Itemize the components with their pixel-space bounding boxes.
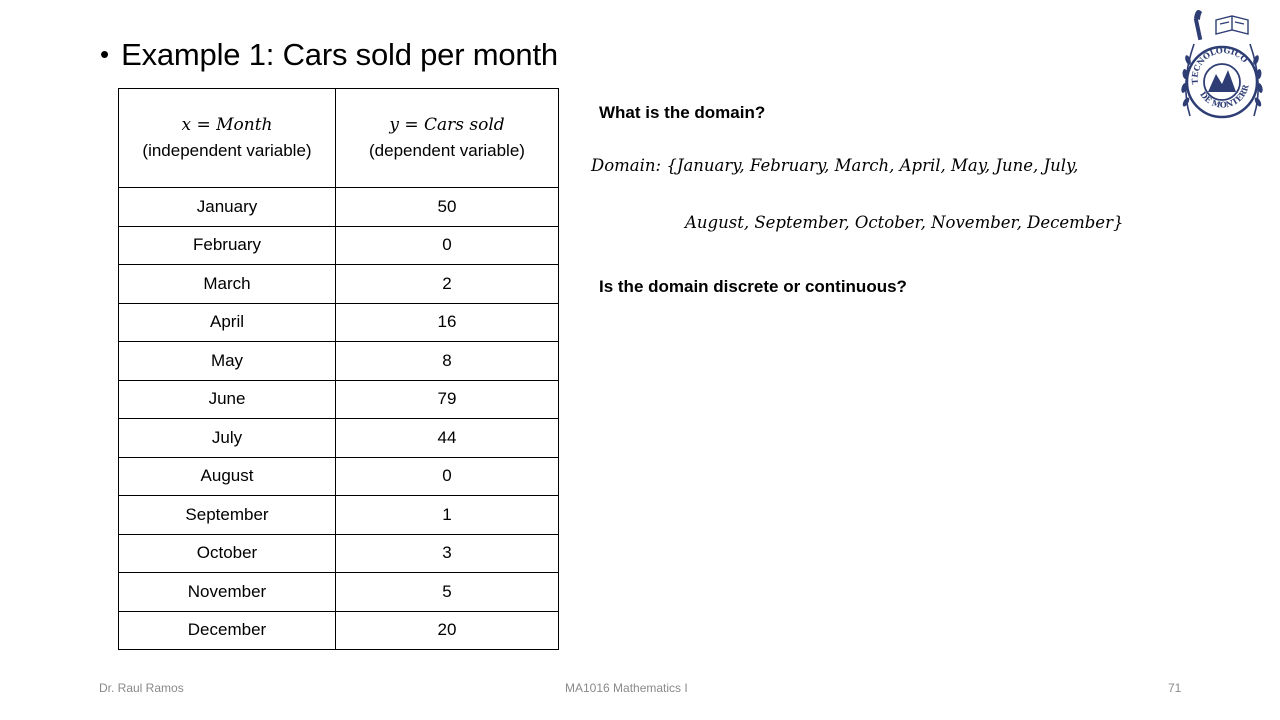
month-cell: September: [118, 495, 336, 535]
cars-cell: 0: [335, 225, 559, 265]
question-discrete-continuous: Is the domain discrete or continuous?: [599, 277, 907, 296]
table-row: February 0: [118, 225, 559, 265]
cars-cell: 16: [335, 302, 559, 342]
month-cell: April: [118, 302, 336, 342]
month-cell: June: [118, 379, 336, 419]
university-seal-logo: TECNOLOGICO DE MONTERREY: [1172, 0, 1268, 126]
bullet-icon: •: [100, 39, 110, 69]
cars-cell: 1: [335, 495, 559, 535]
y-header-expression: y = Cars sold: [389, 114, 505, 135]
month-cell: February: [118, 225, 336, 265]
month-cell: December: [118, 610, 336, 650]
footer-author: Dr. Raul Ramos: [99, 681, 184, 695]
table-row: August 0: [118, 456, 559, 496]
cars-cell: 79: [335, 379, 559, 419]
cars-cell: 44: [335, 418, 559, 458]
cars-cell: 8: [335, 341, 559, 381]
table-row: September 1: [118, 495, 559, 535]
x-header-expression: x = Month: [181, 114, 273, 135]
slide-title-row: • Example 1: Cars sold per month: [100, 32, 558, 76]
domain-answer-line-1: Domain: {January, February, March, April…: [591, 156, 1079, 175]
cars-cell: 20: [335, 610, 559, 650]
table-row: March 2: [118, 264, 559, 304]
table-row: December 20: [118, 610, 559, 650]
question-domain: What is the domain?: [599, 103, 766, 122]
month-cell: January: [118, 187, 336, 227]
month-cell: October: [118, 533, 336, 573]
footer-page-number: 71: [1168, 681, 1182, 695]
month-cell: November: [118, 572, 336, 612]
cars-cell: 50: [335, 187, 559, 227]
cars-cell: 3: [335, 533, 559, 573]
month-cell: July: [118, 418, 336, 458]
cars-cell: 5: [335, 572, 559, 612]
month-cell: May: [118, 341, 336, 381]
cars-sold-table: x = Month (independent variable) y = Car…: [118, 88, 559, 650]
table-row: April 16: [118, 302, 559, 342]
table-row: November 5: [118, 572, 559, 612]
month-cell: August: [118, 456, 336, 496]
y-header-cell: y = Cars sold (dependent variable): [335, 88, 559, 188]
table-row: July 44: [118, 418, 559, 458]
table-row: January 50: [118, 187, 559, 227]
table-row: May 8: [118, 341, 559, 381]
x-header-description: (independent variable): [142, 141, 312, 160]
table-row: October 3: [118, 533, 559, 573]
x-header-cell: x = Month (independent variable): [118, 88, 336, 188]
table-row: June 79: [118, 379, 559, 419]
month-cell: March: [118, 264, 336, 304]
y-header-description: (dependent variable): [369, 141, 525, 160]
cars-cell: 2: [335, 264, 559, 304]
cars-cell: 0: [335, 456, 559, 496]
table-header-row: x = Month (independent variable) y = Car…: [118, 88, 559, 188]
footer-course: MA1016 Mathematics I: [565, 681, 688, 695]
domain-answer-line-2: August, September, October, November, De…: [685, 213, 1124, 232]
slide-title: Example 1: Cars sold per month: [121, 36, 558, 72]
